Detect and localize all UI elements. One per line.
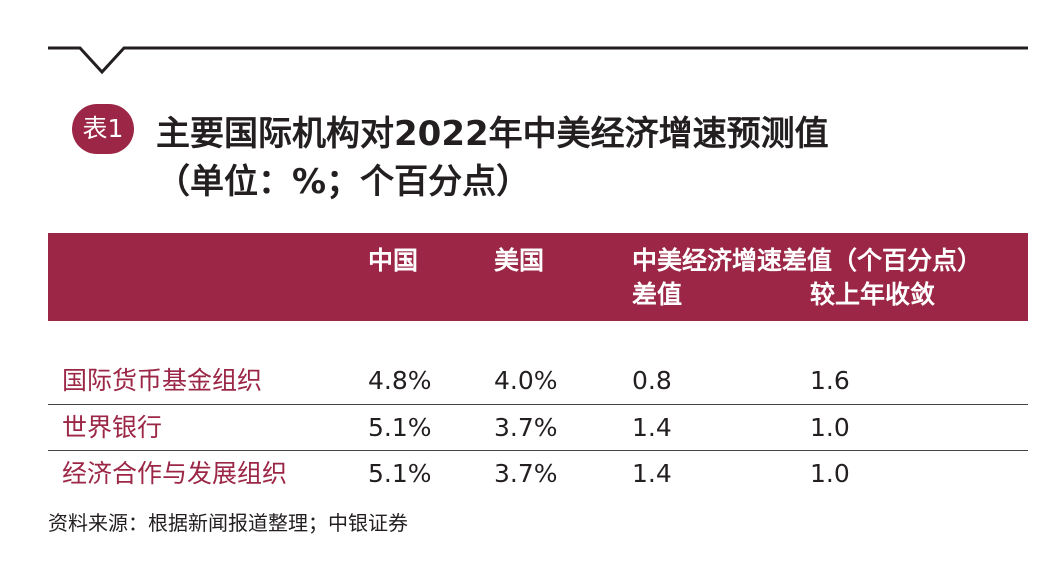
column-header-convergence: 较上年收敛 bbox=[810, 280, 936, 309]
row-convergence-value: 1.0 bbox=[810, 459, 850, 488]
row-china-value: 5.1% bbox=[368, 413, 432, 442]
title-line-2: （单位：%；个百分点） bbox=[156, 162, 531, 202]
source-note: 资料来源：根据新闻报道整理；中银证券 bbox=[48, 511, 408, 535]
column-header-diff: 差值 bbox=[632, 280, 683, 309]
row-convergence-value: 1.0 bbox=[810, 413, 850, 442]
row-convergence-value: 1.6 bbox=[810, 366, 850, 395]
row-organization: 世界银行 bbox=[62, 413, 163, 442]
row-organization: 经济合作与发展组织 bbox=[62, 459, 288, 488]
row-usa-value: 3.7% bbox=[494, 459, 558, 488]
row-diff-value: 1.4 bbox=[632, 459, 672, 488]
column-header-usa: 美国 bbox=[494, 246, 545, 275]
row-diff-value: 1.4 bbox=[632, 413, 672, 442]
top-rule-with-notch bbox=[48, 46, 1028, 75]
row-usa-value: 4.0% bbox=[494, 366, 558, 395]
table-title: 主要国际机构对2022年中美经济增速预测值 （单位：%；个百分点） bbox=[156, 110, 1036, 206]
column-group-header-growth-gap: 中美经济增速差值（个百分点） bbox=[632, 246, 983, 275]
row-divider bbox=[48, 450, 1028, 451]
table-row: 经济合作与发展组织 5.1% 3.7% 1.4 1.0 bbox=[48, 451, 1028, 497]
table-header: 中国 美国 中美经济增速差值（个百分点） 差值 较上年收敛 bbox=[48, 233, 1028, 321]
row-china-value: 4.8% bbox=[368, 366, 432, 395]
table-row: 世界银行 5.1% 3.7% 1.4 1.0 bbox=[48, 405, 1028, 451]
table-number-badge: 表1 bbox=[72, 104, 134, 154]
row-divider bbox=[48, 404, 1028, 405]
row-usa-value: 3.7% bbox=[494, 413, 558, 442]
row-china-value: 5.1% bbox=[368, 459, 432, 488]
row-organization: 国际货币基金组织 bbox=[62, 366, 263, 395]
column-header-china: 中国 bbox=[368, 246, 419, 275]
row-diff-value: 0.8 bbox=[632, 366, 672, 395]
title-line-1: 主要国际机构对2022年中美经济增速预测值 bbox=[156, 114, 829, 154]
table-row: 国际货币基金组织 4.8% 4.0% 0.8 1.6 bbox=[48, 358, 1028, 404]
